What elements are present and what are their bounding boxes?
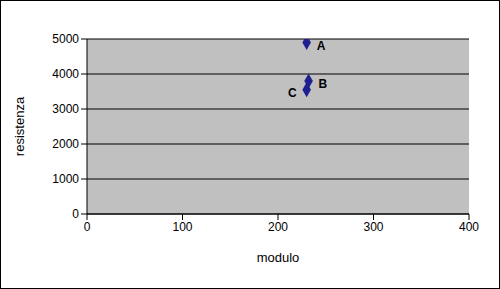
svg-text:modulo: modulo: [257, 250, 300, 265]
svg-text:4000: 4000: [52, 67, 79, 81]
svg-text:5000: 5000: [52, 32, 79, 46]
svg-text:resistenza: resistenza: [12, 96, 27, 156]
svg-text:C: C: [288, 86, 297, 100]
svg-text:2000: 2000: [52, 137, 79, 151]
svg-text:0: 0: [84, 220, 91, 234]
svg-text:400: 400: [459, 220, 479, 234]
svg-text:100: 100: [172, 220, 192, 234]
svg-text:200: 200: [268, 220, 288, 234]
svg-text:0: 0: [72, 207, 79, 221]
svg-text:300: 300: [363, 220, 383, 234]
svg-text:1000: 1000: [52, 172, 79, 186]
svg-text:B: B: [319, 77, 328, 91]
svg-text:A: A: [317, 39, 326, 53]
svg-text:3000: 3000: [52, 102, 79, 116]
